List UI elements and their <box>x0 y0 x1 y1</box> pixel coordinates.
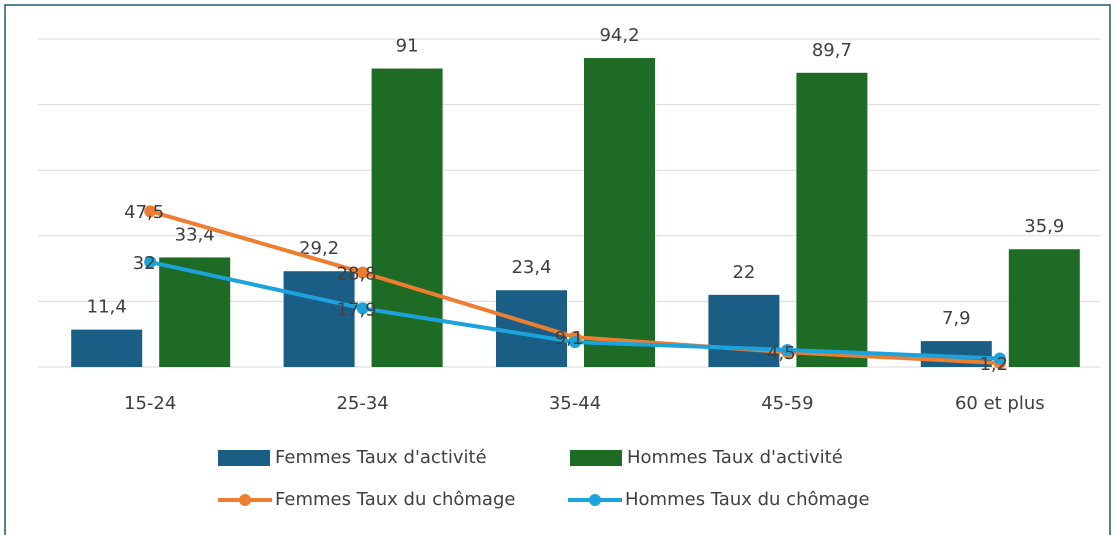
legend-marker <box>239 494 251 506</box>
bar <box>708 294 780 367</box>
data-label: 29,2 <box>299 238 339 259</box>
x-tick-label: 45-59 <box>761 393 813 414</box>
line-marker <box>144 205 157 218</box>
legend-label: Hommes Taux du chômage <box>625 489 870 510</box>
data-label: 23,4 <box>511 257 551 278</box>
data-label: 94,2 <box>599 25 639 46</box>
bar <box>496 290 567 367</box>
legend-swatch <box>570 450 622 466</box>
line-marker <box>569 336 581 349</box>
x-tick-label: 25-34 <box>336 393 388 414</box>
legend-swatch <box>218 450 270 466</box>
bar <box>159 257 231 367</box>
data-label: 35,9 <box>1024 216 1064 237</box>
data-label: 1,2 <box>979 354 1008 375</box>
bar <box>371 68 443 368</box>
data-label: 28,8 <box>337 264 377 285</box>
line-marker <box>781 343 794 356</box>
legend-label: Femmes Taux d'activité <box>275 447 487 468</box>
data-label: 22 <box>732 262 755 283</box>
data-label: 7,9 <box>942 308 971 329</box>
bar <box>796 72 868 367</box>
data-label: 9,1 <box>555 328 584 349</box>
line-marker <box>144 256 157 269</box>
x-tick-label: 60 et plus <box>955 393 1045 414</box>
x-tick-label: 15-24 <box>124 393 176 414</box>
legend-label: Femmes Taux du chômage <box>275 489 515 510</box>
line-marker <box>356 266 369 279</box>
x-tick-label: 35-44 <box>549 393 601 414</box>
bar <box>1008 249 1080 367</box>
line-marker <box>356 302 369 315</box>
data-label: 17,9 <box>337 299 377 320</box>
legend-label: Hommes Taux d'activité <box>627 447 843 468</box>
bar <box>283 271 355 367</box>
data-label: 11,4 <box>87 297 127 318</box>
data-label: 47,5 <box>124 202 164 223</box>
data-label: 4,5 <box>767 343 796 364</box>
line-marker <box>993 352 1006 365</box>
data-label: 91 <box>396 36 419 57</box>
legend-marker <box>589 494 601 506</box>
bar <box>584 58 655 368</box>
data-label: 32 <box>133 253 156 274</box>
bar <box>71 329 143 367</box>
data-label: 33,4 <box>175 224 215 245</box>
data-label: 89,7 <box>812 40 852 61</box>
